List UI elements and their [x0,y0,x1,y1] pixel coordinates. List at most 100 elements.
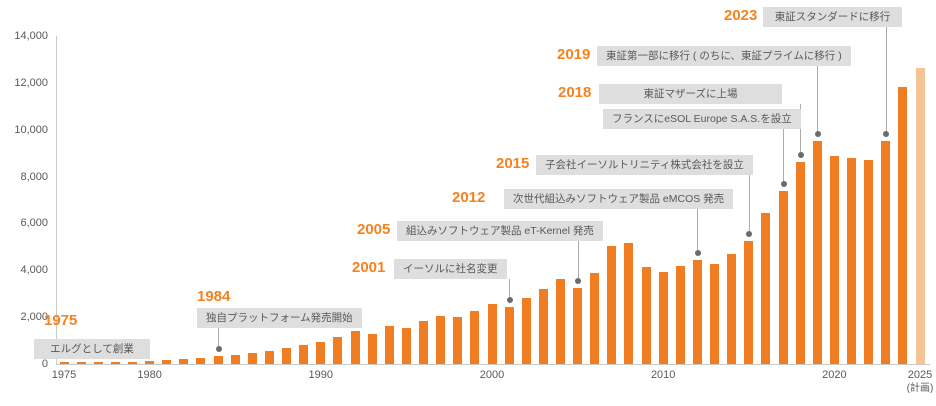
milestone-year-2012: 2012 [452,189,486,206]
milestone-callout: エルグとして創業 [34,339,150,359]
leader-dot [694,250,701,256]
milestone-year-2019: 2019 [557,46,591,63]
bar-2018 [795,162,805,364]
x-axis-label-text: 2000 [479,369,505,381]
bar-1988 [282,348,292,364]
bar-2013 [710,264,720,364]
bar-plan-2025 [915,68,925,364]
milestone-callout: 東証スタンダードに移行 [763,7,902,27]
leader-line [817,66,819,131]
leader-line [783,129,785,181]
x-axis-label-1980: 1980 [117,369,183,382]
bar-2020 [829,156,839,364]
bar-2016 [761,213,771,364]
bar-2024 [898,87,908,364]
bar-1996 [419,321,429,364]
leader-line [509,279,511,297]
bar-1983 [196,358,206,364]
x-axis-label-2000: 2000 [459,369,525,382]
milestone-year-2001: 2001 [352,259,386,276]
leader-dot [215,346,222,352]
bar-1985 [230,355,240,364]
x-axis-label-text: 1975 [51,369,77,381]
leader-dot [780,181,787,187]
x-axis-label-1990: 1990 [288,369,354,382]
leader-dot [883,131,890,137]
bar-2009 [641,267,651,364]
bar-1986 [247,353,257,364]
x-axis-label-text: 2010 [650,369,676,381]
bar-1997 [436,316,446,364]
bar-1979 [127,362,137,364]
milestone-callout: 東証第一部に移行 ( のちに、東証プライムに移行 ) [597,46,851,66]
bar-2023 [881,141,891,364]
y-axis-label: 8,000 [20,170,48,183]
bar-1982 [179,359,189,364]
x-axis-label-text: 1980 [137,369,162,381]
bar-2019 [812,141,822,364]
x-axis-label-text: 1990 [308,369,334,381]
bar-1976 [76,362,86,364]
bar-1999 [470,311,480,364]
y-axis-label: 4,000 [20,264,48,277]
milestone-callout: 組込みソフトウェア製品 eT-Kernel 発売 [397,221,603,241]
bar-2002 [521,298,531,364]
bar-2006 [590,273,600,364]
milestone-callout: イーソルに社名変更 [394,259,507,279]
bar-1990 [316,342,326,364]
y-axis-label: 12,000 [14,76,48,89]
bar-1995 [401,328,411,364]
bar-2010 [658,272,668,364]
y-axis-label: 2,000 [20,311,48,324]
bar-1993 [367,334,377,364]
bar-2000 [487,304,497,364]
bar-1998 [453,317,463,364]
bar-1984 [213,356,223,364]
bar-2022 [864,160,874,364]
milestone-year-1984: 1984 [197,288,231,305]
bar-1989 [299,345,309,364]
milestone-callout: 子会社イーソルトリニティ株式会社を設立 [536,155,753,175]
bar-2005 [573,288,583,364]
x-axis-label-2025: 2025 (計画) [887,369,936,395]
bar-2008 [624,243,634,364]
bar-1981 [162,360,172,364]
leader-dot [797,152,804,158]
leader-line [218,328,220,346]
bar-1987 [264,351,274,364]
leader-line [885,27,887,131]
milestone-callout: 東証マザーズに上場 [599,84,782,104]
leader-line [577,241,579,278]
x-axis-label-text: 2020 [822,369,847,381]
bar-1975 [59,362,69,364]
leader-dot [746,231,753,237]
x-axis-label-1975: 1975 [31,369,97,382]
bar-2015 [744,241,754,364]
x-axis-sublabel: (計画) [906,383,934,394]
bar-2017 [778,191,788,364]
bar-2021 [847,158,857,364]
bar-2007 [607,246,617,364]
y-axis-label: 10,000 [14,123,48,136]
milestone-callout: 独自プラットフォーム発売開始 [197,308,362,328]
bar-1977 [93,362,103,364]
milestone-year-2023: 2023 [724,7,758,24]
bar-1992 [350,331,360,364]
y-axis-line [56,36,57,364]
milestone-year-2018: 2018 [558,84,592,101]
bar-2001 [504,307,514,364]
bar-2014 [727,254,737,364]
milestone-callout: フランスにeSOL Europe S.A.S.を設立 [603,109,801,129]
x-axis-label-2020: 2020 [801,369,867,382]
milestone-year-2015: 2015 [496,155,530,172]
leader-dot [506,297,513,303]
milestone-callout: 次世代組込みソフトウェア製品 eMCOS 発売 [504,189,734,209]
bar-2003 [538,289,548,364]
leader-dot [575,278,582,284]
leader-dot [814,131,821,137]
leader-line [748,175,750,231]
bar-2012 [692,260,702,364]
y-axis-label: 6,000 [20,217,48,230]
bar-1994 [384,326,394,364]
